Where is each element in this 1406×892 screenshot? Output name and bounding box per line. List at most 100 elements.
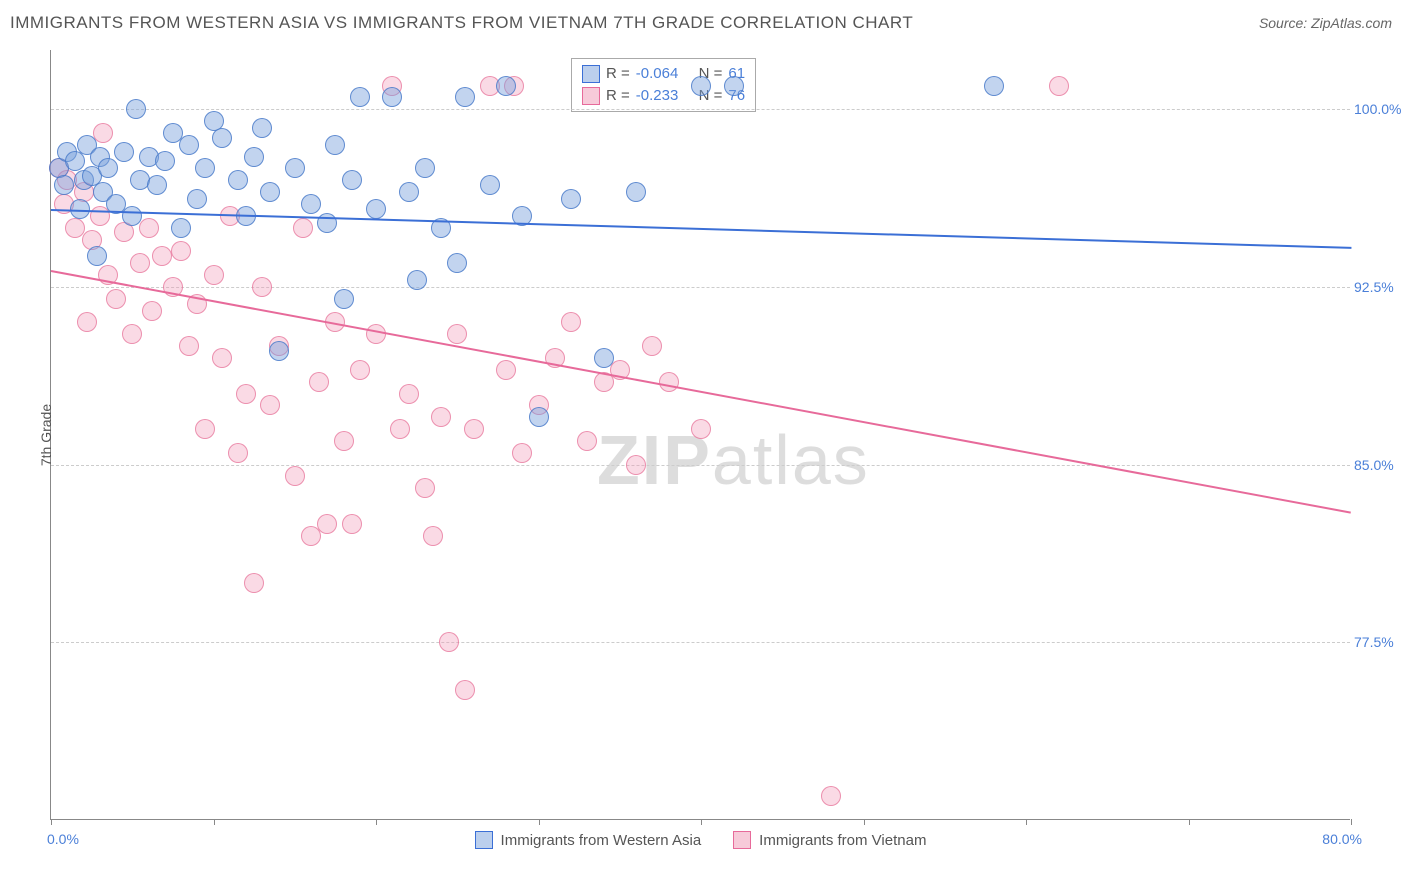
data-point-series-a <box>260 182 280 202</box>
data-point-series-b <box>228 443 248 463</box>
y-tick-label: 92.5% <box>1354 279 1404 295</box>
data-point-series-a <box>179 135 199 155</box>
data-point-series-b <box>334 431 354 451</box>
data-point-series-a <box>455 87 475 107</box>
data-point-series-a <box>114 142 134 162</box>
swatch-pink-icon <box>582 87 600 105</box>
data-point-series-a <box>529 407 549 427</box>
data-point-series-a <box>155 151 175 171</box>
data-point-series-b <box>431 407 451 427</box>
x-tick <box>51 819 52 825</box>
data-point-series-b <box>130 253 150 273</box>
data-point-series-a <box>334 289 354 309</box>
data-point-series-b <box>195 419 215 439</box>
data-point-series-a <box>366 199 386 219</box>
y-axis-title: 7th Grade <box>38 403 54 465</box>
data-point-series-b <box>464 419 484 439</box>
stat-r-label: R = <box>606 85 630 107</box>
swatch-blue-icon <box>582 65 600 83</box>
data-point-series-b <box>252 277 272 297</box>
data-point-series-a <box>285 158 305 178</box>
data-point-series-b <box>642 336 662 356</box>
data-point-series-a <box>244 147 264 167</box>
x-tick <box>1026 819 1027 825</box>
data-point-series-b <box>171 241 191 261</box>
data-point-series-b <box>561 312 581 332</box>
x-tick <box>701 819 702 825</box>
data-point-series-a <box>480 175 500 195</box>
stat-r-label: R = <box>606 63 630 85</box>
gridline <box>51 287 1350 288</box>
data-point-series-a <box>187 189 207 209</box>
watermark-light: atlas <box>712 421 870 499</box>
data-point-series-b <box>139 218 159 238</box>
data-point-series-b <box>455 680 475 700</box>
data-point-series-b <box>512 443 532 463</box>
data-point-series-b <box>317 514 337 534</box>
data-point-series-a <box>126 99 146 119</box>
x-tick <box>1189 819 1190 825</box>
data-point-series-a <box>147 175 167 195</box>
data-point-series-a <box>561 189 581 209</box>
data-point-series-b <box>439 632 459 652</box>
data-point-series-a <box>407 270 427 290</box>
data-point-series-b <box>659 372 679 392</box>
trend-line-series-a <box>51 209 1351 249</box>
data-point-series-a <box>325 135 345 155</box>
data-point-series-a <box>382 87 402 107</box>
data-point-series-a <box>724 76 744 96</box>
source-label: Source: ZipAtlas.com <box>1259 15 1392 31</box>
data-point-series-b <box>691 419 711 439</box>
data-point-series-b <box>366 324 386 344</box>
data-point-series-a <box>447 253 467 273</box>
data-point-series-b <box>577 431 597 451</box>
data-point-series-b <box>152 246 172 266</box>
gridline <box>51 465 1350 466</box>
y-tick-label: 77.5% <box>1354 634 1404 650</box>
gridline <box>51 642 1350 643</box>
data-point-series-a <box>212 128 232 148</box>
data-point-series-b <box>260 395 280 415</box>
data-point-series-a <box>594 348 614 368</box>
data-point-series-a <box>301 194 321 214</box>
data-point-series-a <box>171 218 191 238</box>
stats-row: R =-0.064 N =61 <box>582 63 745 85</box>
data-point-series-b <box>350 360 370 380</box>
data-point-series-a <box>269 341 289 361</box>
data-point-series-a <box>65 151 85 171</box>
data-point-series-b <box>93 123 113 143</box>
data-point-series-a <box>496 76 516 96</box>
data-point-series-b <box>1049 76 1069 96</box>
data-point-series-a <box>252 118 272 138</box>
stat-r-value: -0.233 <box>636 85 679 107</box>
data-point-series-a <box>228 170 248 190</box>
data-point-series-b <box>423 526 443 546</box>
data-point-series-b <box>309 372 329 392</box>
data-point-series-b <box>106 289 126 309</box>
data-point-series-b <box>496 360 516 380</box>
data-point-series-b <box>204 265 224 285</box>
data-point-series-b <box>342 514 362 534</box>
stat-r-value: -0.064 <box>636 63 679 85</box>
x-tick <box>214 819 215 825</box>
data-point-series-b <box>447 324 467 344</box>
data-point-series-b <box>236 384 256 404</box>
data-point-series-a <box>399 182 419 202</box>
gridline <box>51 109 1350 110</box>
data-point-series-b <box>285 466 305 486</box>
x-tick <box>1351 819 1352 825</box>
bottom-legend: Immigrants from Western Asia Immigrants … <box>51 831 1350 849</box>
data-point-series-b <box>77 312 97 332</box>
data-point-series-a <box>98 158 118 178</box>
plot-area: 7th Grade ZIPatlas 0.0% 80.0% R =-0.064 … <box>50 50 1350 820</box>
y-tick-label: 85.0% <box>1354 457 1404 473</box>
legend-item-series-b: Immigrants from Vietnam <box>733 831 926 849</box>
data-point-series-a <box>415 158 435 178</box>
data-point-series-b <box>179 336 199 356</box>
stats-row: R =-0.233 N =76 <box>582 85 745 107</box>
data-point-series-a <box>54 175 74 195</box>
data-point-series-a <box>195 158 215 178</box>
data-point-series-a <box>350 87 370 107</box>
data-point-series-b <box>142 301 162 321</box>
x-tick <box>376 819 377 825</box>
